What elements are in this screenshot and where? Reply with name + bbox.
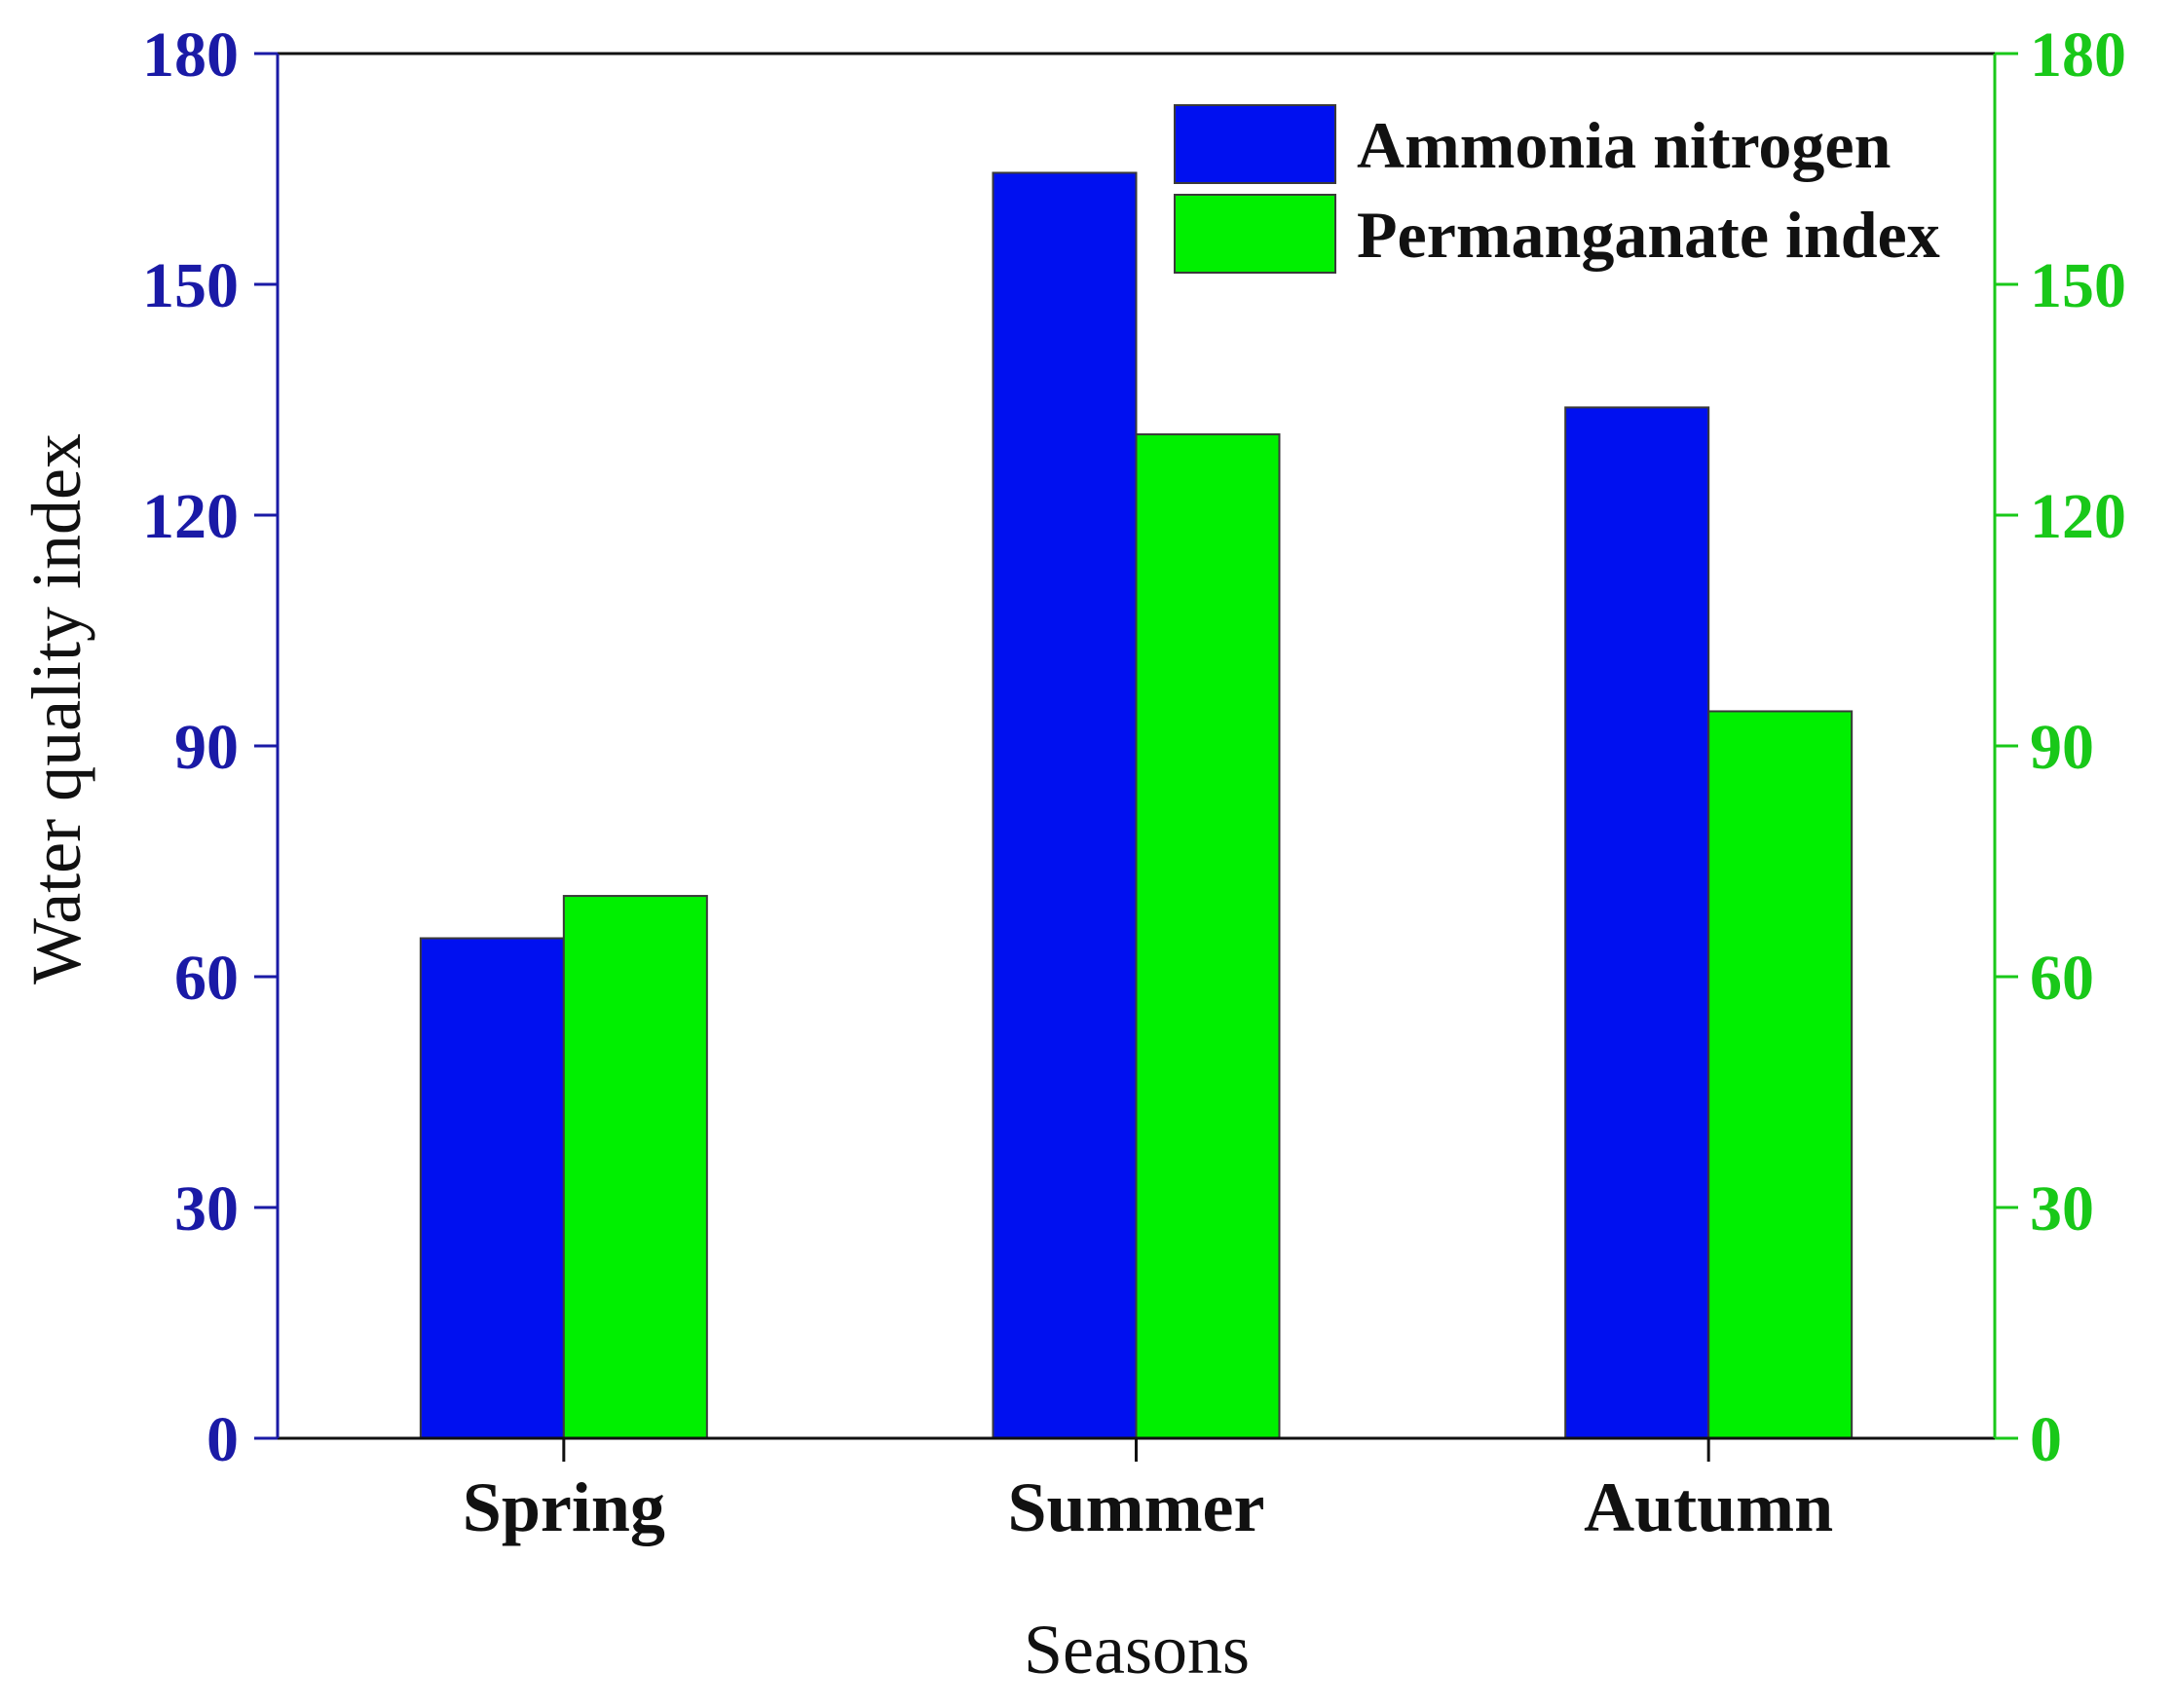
y-tick-left-label: 150 [142, 250, 239, 321]
y-axis-title: Water quality index [18, 433, 95, 984]
y-tick-right-label: 90 [2030, 712, 2094, 783]
legend-swatch-ammonia-nitrogen [1174, 104, 1336, 184]
y-tick-left-label: 0 [206, 1404, 239, 1475]
y-tick-right-label: 30 [2030, 1173, 2094, 1244]
bar-ammonia-nitrogen-summer [992, 171, 1138, 1440]
y-tick-right-label: 150 [2030, 250, 2126, 321]
y-tick-right-label: 180 [2030, 19, 2126, 91]
bar-ammonia-nitrogen-spring [419, 937, 565, 1439]
bars-group [419, 171, 1854, 1440]
legend-swatch-permanganate-index [1174, 194, 1336, 274]
x-tick-label-spring: Spring [463, 1468, 665, 1546]
y-tick-right-label: 60 [2030, 943, 2094, 1014]
bar-permanganate-index-autumn [1707, 710, 1854, 1439]
y-tick-left-label: 60 [174, 943, 239, 1014]
ticks-group: 0 30 60 90 120 150 180 0 30 60 90 120 150 180 Spring Su… [142, 19, 2126, 1546]
legend-label-ammonia-nitrogen: Ammonia nitrogen [1357, 108, 1891, 182]
legend: Ammonia nitrogen Permanganate index [1174, 104, 1940, 274]
y-tick-right-label: 120 [2030, 481, 2126, 552]
y-tick-right-label: 0 [2030, 1404, 2062, 1475]
bar-ammonia-nitrogen-autumn [1564, 406, 1710, 1439]
y-tick-left-label: 120 [142, 481, 239, 552]
bar-permanganate-index-spring [562, 895, 708, 1439]
y-tick-left-label: 90 [174, 712, 239, 783]
legend-label-permanganate-index: Permanganate index [1357, 198, 1940, 272]
bar-permanganate-index-summer [1135, 433, 1281, 1439]
x-axis-title: Seasons [1024, 1611, 1250, 1689]
y-tick-left-label: 180 [142, 19, 239, 91]
y-tick-left-label: 30 [174, 1173, 239, 1244]
x-tick-label-summer: Summer [1008, 1468, 1265, 1546]
x-tick-label-autumn: Autumn [1584, 1468, 1833, 1546]
